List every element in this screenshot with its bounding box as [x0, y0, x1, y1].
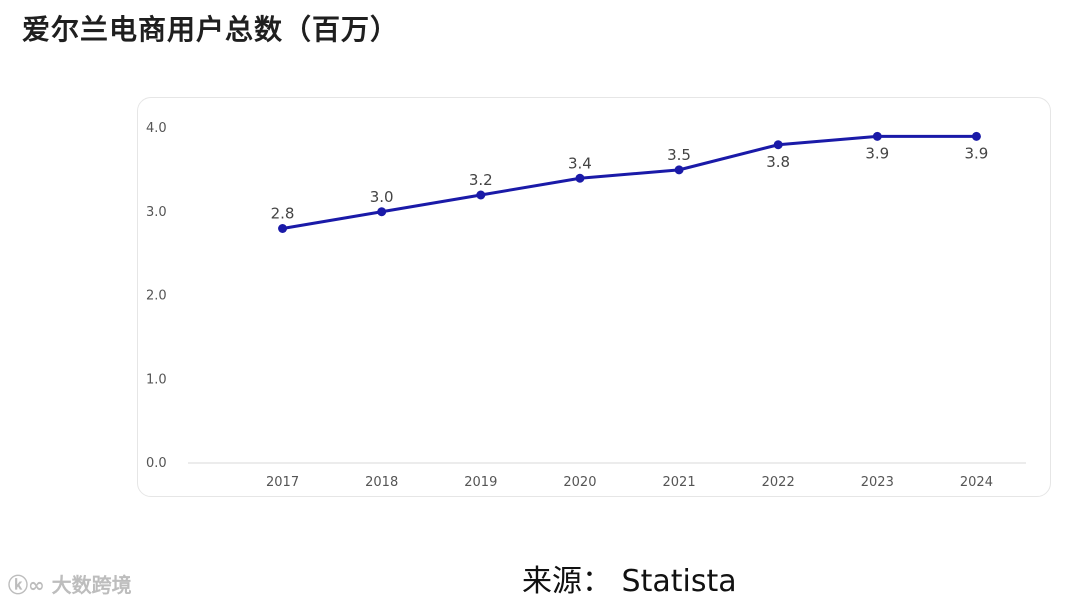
data-label: 3.4: [568, 154, 592, 172]
watermark-logo-icon: ⓚ∞: [8, 573, 52, 597]
data-point: [971, 131, 981, 141]
data-point: [377, 207, 387, 217]
y-tick-label: 0.0: [146, 456, 167, 471]
watermark-text: 大数跨境: [51, 573, 132, 597]
chart-card: 0.0 1.0 2.0 3.0 4.0 2017 2018 2019 2020 2021 2022 2…: [137, 97, 1051, 497]
data-label: 3.0: [370, 188, 394, 206]
data-label: 3.2: [469, 171, 493, 189]
data-label: 2.8: [271, 205, 295, 223]
data-point: [575, 173, 585, 183]
x-tick-label: 2023: [861, 475, 894, 490]
x-tick-label: 2018: [365, 475, 398, 490]
x-tick-label: 2021: [663, 475, 696, 490]
x-tick-label: 2022: [762, 475, 795, 490]
watermark: ⓚ∞ 大数跨境: [8, 569, 132, 598]
x-tick-label: 2024: [960, 475, 993, 490]
y-tick-label: 3.0: [146, 205, 167, 220]
x-tick-label: 2019: [464, 475, 497, 490]
data-point: [773, 140, 783, 150]
series-line: [281, 134, 978, 230]
source-note: 来源： Statista: [522, 564, 737, 599]
y-tick-label: 4.0: [146, 121, 167, 136]
data-label: 3.8: [766, 153, 790, 171]
data-point: [872, 131, 882, 141]
y-tick-label: 1.0: [146, 372, 167, 387]
y-tick-label: 2.0: [146, 289, 167, 304]
data-point: [476, 190, 486, 200]
data-label: 3.5: [667, 146, 691, 164]
x-tick-label: 2020: [563, 475, 596, 490]
x-tick-label: 2017: [266, 475, 299, 490]
line-chart: 0.0 1.0 2.0 3.0 4.0 2017 2018 2019 2020 2021 2022 2…: [146, 121, 1026, 490]
data-point: [278, 224, 288, 233]
data-point: [674, 165, 684, 175]
data-label: 3.9: [965, 144, 989, 162]
chart-title: 爱尔兰电商用户总数（百万）: [22, 13, 400, 46]
data-label: 3.9: [865, 144, 889, 162]
